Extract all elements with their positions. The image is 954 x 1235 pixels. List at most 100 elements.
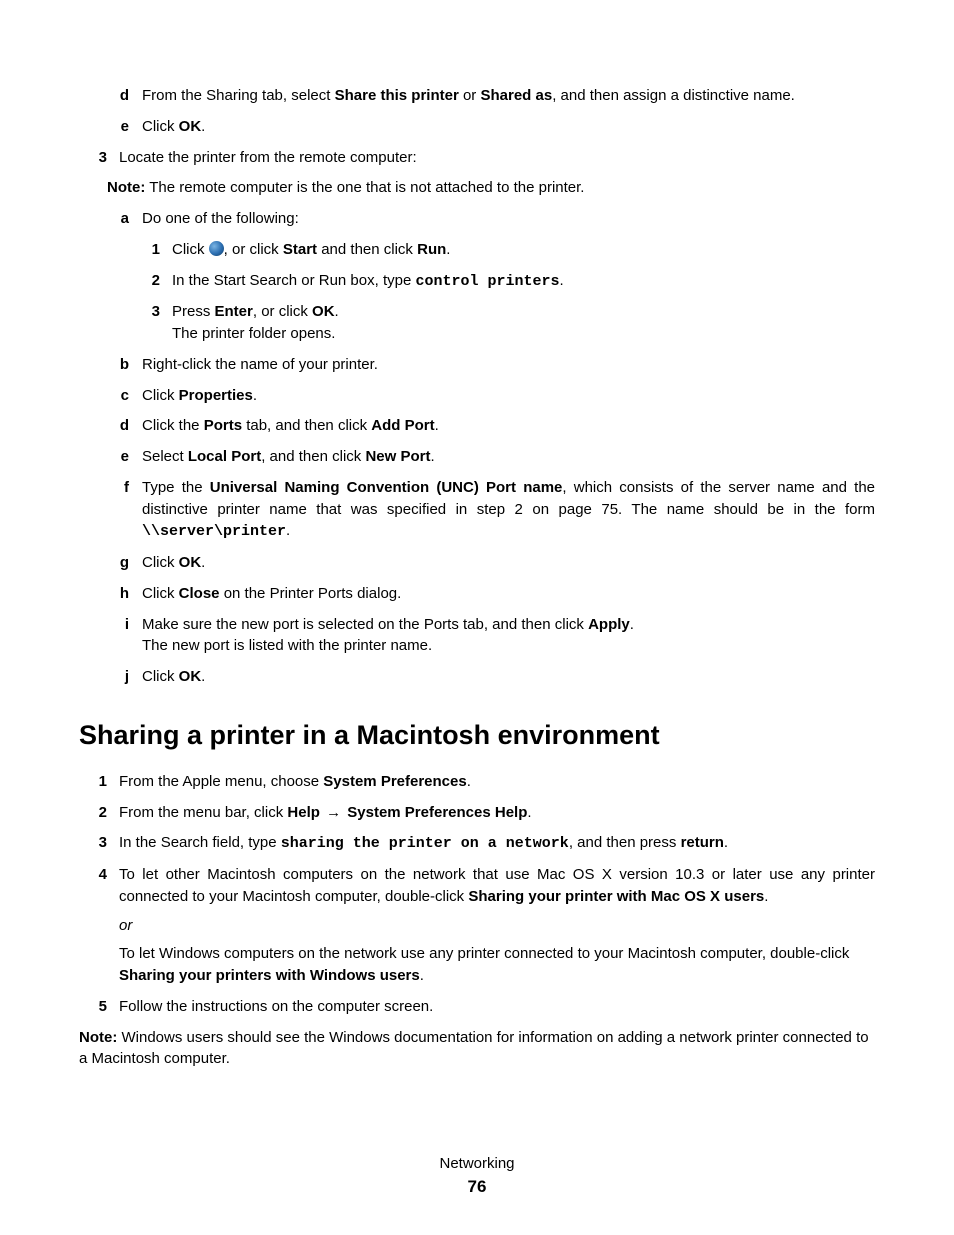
marker-b: b: [120, 354, 129, 376]
substep-e: e Click OK.: [107, 116, 875, 138]
marker-m3: 3: [99, 832, 107, 854]
substep-d: d From the Sharing tab, select Share thi…: [107, 85, 875, 107]
substep-c: c Click Properties.: [107, 385, 875, 407]
inner-2: 2 In the Start Search or Run box, type c…: [142, 270, 875, 293]
bottom-note: Note: Windows users should see the Windo…: [79, 1027, 875, 1071]
substep-h: h Click Close on the Printer Ports dialo…: [107, 583, 875, 605]
marker-e: e: [121, 116, 129, 138]
text: Select: [142, 448, 188, 465]
text: The new port is listed with the printer …: [142, 637, 432, 654]
marker-m5: 5: [99, 996, 107, 1018]
bold-text: Properties: [179, 387, 253, 404]
text: .: [467, 773, 471, 790]
document-page: d From the Sharing tab, select Share thi…: [0, 0, 954, 1235]
marker-a: a: [121, 208, 129, 230]
code-text: \\server\printer: [142, 523, 286, 540]
bold-text: Apply: [588, 616, 630, 633]
inner-1-body: Click , or click Start and then click Ru…: [172, 239, 875, 261]
text: Press: [172, 303, 215, 320]
marker-m4: 4: [99, 864, 107, 886]
text: , and then click: [261, 448, 365, 465]
text: , and then assign a distinctive name.: [552, 87, 795, 104]
text: or: [459, 87, 481, 104]
mac-step-4: 4 To let other Macintosh computers on th…: [79, 864, 875, 987]
section-heading: Sharing a printer in a Macintosh environ…: [79, 716, 875, 755]
mac-step-3-body: In the Search field, type sharing the pr…: [119, 832, 875, 855]
inner-2-body: In the Start Search or Run box, type con…: [172, 270, 875, 293]
substep-i-body: Make sure the new port is selected on th…: [142, 614, 875, 658]
bold-text: Help: [287, 804, 320, 821]
substep-e-body: Click OK.: [142, 116, 875, 138]
substep-b-text: Right-click the name of your printer.: [142, 354, 875, 376]
page-footer: Networking 76: [0, 1153, 954, 1200]
substep-c-body: Click Properties.: [142, 385, 875, 407]
marker-m2: 2: [99, 802, 107, 824]
text: The printer folder opens.: [172, 325, 335, 342]
bold-text: OK: [312, 303, 335, 320]
substep-i: i Make sure the new port is selected on …: [107, 614, 875, 658]
bold-text: Start: [283, 241, 317, 258]
substep-j: j Click OK.: [107, 666, 875, 688]
text: Click: [142, 668, 179, 685]
substep-b: b Right-click the name of your printer.: [107, 354, 875, 376]
text: Click: [172, 241, 209, 258]
text: , or click: [224, 241, 283, 258]
text: Click: [142, 118, 179, 135]
marker-d2: d: [120, 415, 129, 437]
text: .: [764, 888, 768, 905]
marker-1: 1: [152, 239, 160, 261]
text: Type the: [142, 479, 210, 496]
step-3: 3 Locate the printer from the remote com…: [79, 147, 875, 169]
marker-h: h: [120, 583, 129, 605]
step-3-sublist: a Do one of the following: 1 Click , or …: [79, 208, 875, 688]
text: From the menu bar, click: [119, 804, 287, 821]
footer-page-number: 76: [0, 1175, 954, 1200]
text: .: [430, 448, 434, 465]
text: Click: [142, 585, 179, 602]
mac-step-5-text: Follow the instructions on the computer …: [119, 996, 875, 1018]
text: Click: [142, 554, 179, 571]
text: .: [335, 303, 339, 320]
text: .: [201, 118, 205, 135]
bold-text: Sharing your printer with Mac OS X users: [468, 888, 764, 905]
inner-1: 1 Click , or click Start and then click …: [142, 239, 875, 261]
bold-text: Shared as: [480, 87, 552, 104]
bold-text: System Preferences Help: [347, 804, 527, 821]
substep-g: g Click OK.: [107, 552, 875, 574]
inner-3-body: Press Enter, or click OK. The printer fo…: [172, 301, 875, 345]
substep-g-body: Click OK.: [142, 552, 875, 574]
text: To let Windows computers on the network …: [119, 945, 849, 962]
note-label: Note:: [107, 179, 145, 196]
mac-step-1-body: From the Apple menu, choose System Prefe…: [119, 771, 875, 793]
bold-text: Local Port: [188, 448, 261, 465]
text: .: [253, 387, 257, 404]
marker-3b: 3: [152, 301, 160, 323]
substep-d2-body: Click the Ports tab, and then click Add …: [142, 415, 875, 437]
mac-step-3: 3 In the Search field, type sharing the …: [79, 832, 875, 855]
marker-2: 2: [152, 270, 160, 292]
bold-text: Run: [417, 241, 446, 258]
marker-d: d: [120, 85, 129, 107]
text: .: [286, 522, 290, 539]
marker-g: g: [120, 552, 129, 574]
continued-sublist: d From the Sharing tab, select Share thi…: [79, 85, 875, 138]
note-text: Windows users should see the Windows doc…: [79, 1029, 869, 1068]
bold-text: OK: [179, 668, 202, 685]
text: .: [201, 668, 205, 685]
bold-text: OK: [179, 118, 202, 135]
text: .: [420, 967, 424, 984]
text: .: [446, 241, 450, 258]
text: From the Sharing tab, select: [142, 87, 335, 104]
text: .: [560, 272, 564, 289]
bold-text: System Preferences: [323, 773, 466, 790]
step-3-note: Note: The remote computer is the one tha…: [79, 177, 875, 199]
text: Click: [142, 387, 179, 404]
inner-3: 3 Press Enter, or click OK. The printer …: [142, 301, 875, 345]
footer-section-name: Networking: [0, 1153, 954, 1175]
bold-text: Sharing your printers with Windows users: [119, 967, 420, 984]
substep-e2-body: Select Local Port, and then click New Po…: [142, 446, 875, 468]
note-label: Note:: [79, 1029, 117, 1046]
substep-e2: e Select Local Port, and then click New …: [107, 446, 875, 468]
text: In the Start Search or Run box, type: [172, 272, 415, 289]
substep-a-text: Do one of the following:: [142, 208, 875, 230]
